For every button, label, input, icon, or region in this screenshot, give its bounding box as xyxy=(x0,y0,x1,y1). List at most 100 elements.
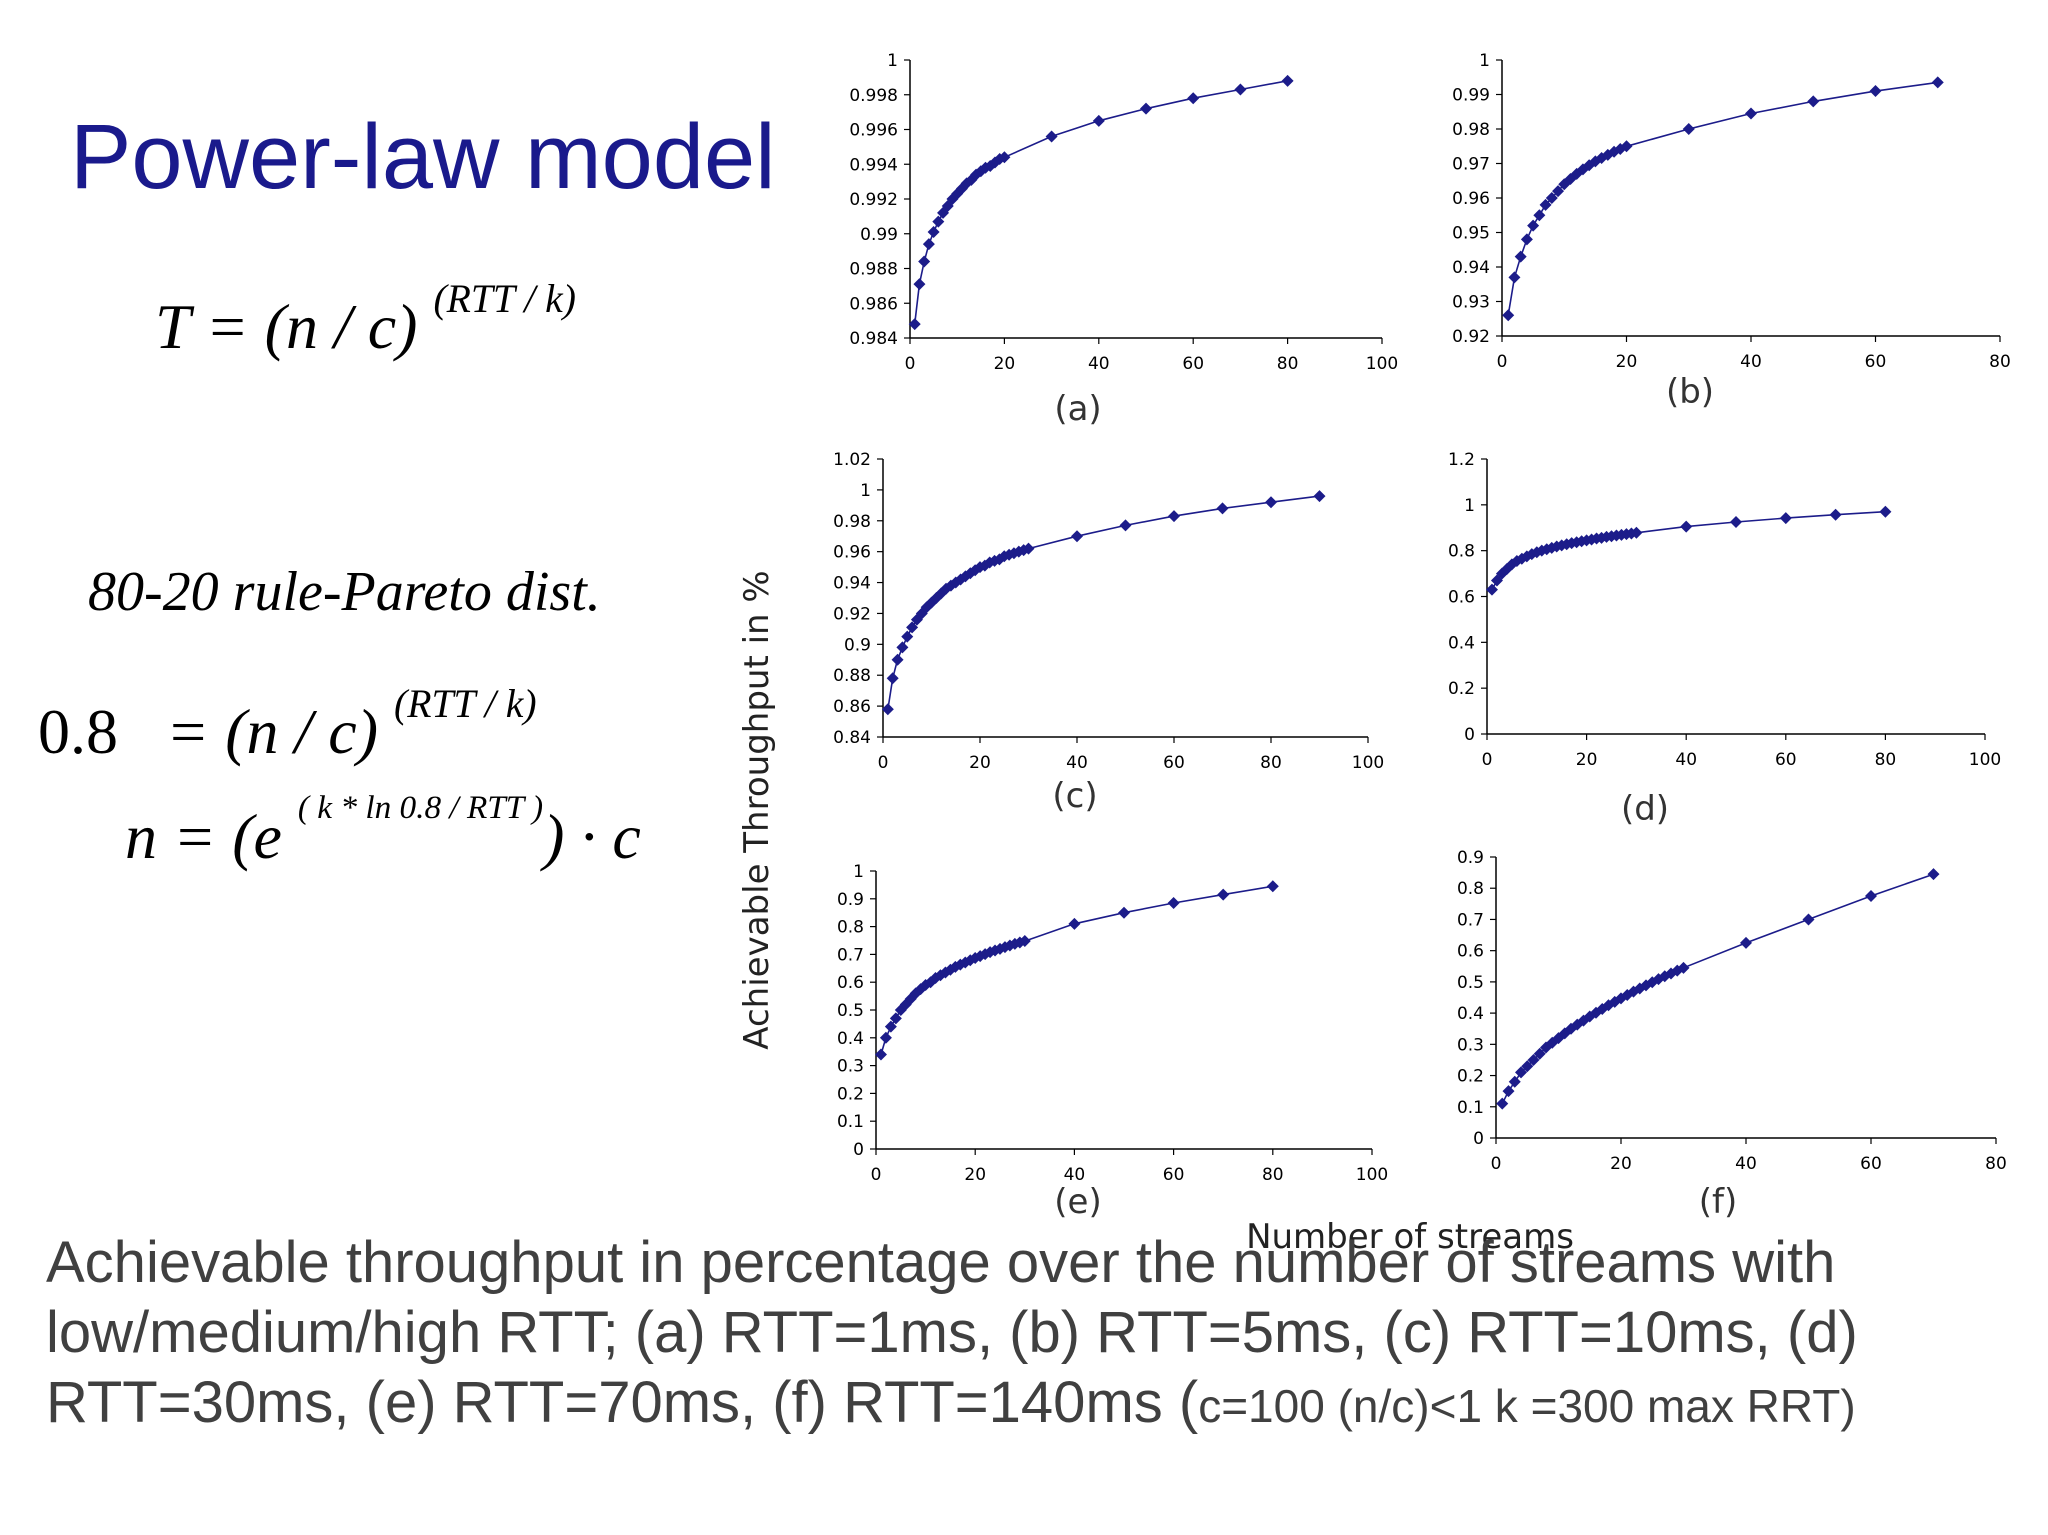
y-tick-label: 0.95 xyxy=(1452,224,1490,244)
eq1-lhs: T = (n / c) xyxy=(155,291,434,362)
data-point xyxy=(1620,140,1633,153)
x-tick-label: 60 xyxy=(1163,753,1185,773)
y-tick-label: 0.986 xyxy=(849,294,898,314)
data-point xyxy=(1807,95,1820,108)
y-tick-label: 0 xyxy=(1473,1129,1484,1149)
data-point xyxy=(1545,192,1558,204)
x-tick-label: 20 xyxy=(964,1165,986,1185)
data-point xyxy=(1313,490,1326,503)
data-point xyxy=(1502,309,1515,322)
caption-parameters: c=100 (n/c)<1 k =300 max RRT) xyxy=(1198,1380,1856,1432)
eq3-lhs: n = (e xyxy=(125,801,298,872)
slide-title: Power-law model xyxy=(70,106,776,208)
eq2-lhs: 0.8 xyxy=(38,696,118,767)
panel-label: (e) xyxy=(1054,1182,1101,1222)
eq2-exponent: (RTT / k) xyxy=(394,682,537,727)
y-tick-label: 0.8 xyxy=(1457,879,1484,899)
eq2-rhs: = (n / c) xyxy=(166,696,394,767)
data-point xyxy=(1515,1066,1527,1079)
x-tick-label: 100 xyxy=(1356,1165,1388,1185)
data-point xyxy=(1140,102,1152,115)
data-point xyxy=(1265,496,1277,509)
y-tick-label: 0.98 xyxy=(1452,120,1490,140)
series-line xyxy=(887,495,1320,710)
chart-panel-b: 0.92 0.93 0.94 0.95 0.96 0.97 0.98 0.99 1 0 20 40 60… xyxy=(1452,51,2011,412)
data-point xyxy=(1508,1075,1521,1088)
y-tick-label: 1.2 xyxy=(1448,450,1475,470)
equation-throughput: T = (n / c) (RTT / k) xyxy=(155,277,576,364)
data-point xyxy=(891,653,904,666)
data-point xyxy=(913,278,926,291)
data-point xyxy=(1485,583,1498,596)
data-point xyxy=(908,318,921,331)
x-tick-label: 80 xyxy=(1875,750,1897,770)
y-tick-label: 0.994 xyxy=(849,155,898,175)
panel-label: (f) xyxy=(1699,1182,1738,1222)
x-tick-label: 80 xyxy=(1277,354,1299,374)
y-tick-label: 0.992 xyxy=(849,190,898,210)
x-tick-label: 20 xyxy=(969,753,991,773)
equation-pareto: 0.8 = (n / c) (RTT / k) xyxy=(38,682,537,769)
eq3-rhs: ) · c xyxy=(543,801,641,872)
x-tick-label: 80 xyxy=(1260,753,1282,773)
y-tick-label: 0.99 xyxy=(860,225,898,245)
data-point xyxy=(906,621,919,634)
data-point xyxy=(1022,542,1035,555)
y-tick-label: 0.2 xyxy=(1457,1067,1484,1087)
y-tick-label: 0.998 xyxy=(849,86,898,106)
y-tick-label: 0.984 xyxy=(849,329,898,349)
y-tick-label: 0.2 xyxy=(837,1084,864,1104)
y-tick-label: 1 xyxy=(853,862,864,882)
data-point xyxy=(1745,107,1757,120)
data-point xyxy=(1496,1097,1509,1110)
data-point xyxy=(1216,502,1229,515)
y-tick-label: 0.6 xyxy=(837,973,864,993)
data-point xyxy=(1527,219,1540,232)
x-tick-label: 80 xyxy=(1985,1154,2007,1174)
eq3-exponent: ( k * ln 0.8 / RTT ) xyxy=(297,789,544,827)
x-tick-label: 40 xyxy=(1740,352,1762,372)
data-point xyxy=(1281,74,1294,87)
data-point xyxy=(918,255,931,268)
data-point xyxy=(1119,519,1132,532)
data-point xyxy=(1552,185,1565,198)
x-tick-label: 0 xyxy=(878,753,889,773)
data-point xyxy=(1677,961,1690,974)
eq1-exponent: (RTT / k) xyxy=(433,277,576,322)
data-point xyxy=(901,630,914,643)
y-tick-label: 0.92 xyxy=(1452,327,1490,347)
y-tick-label: 0.97 xyxy=(1452,155,1490,175)
y-tick-label: 0.5 xyxy=(837,1001,864,1021)
y-tick-label: 1 xyxy=(1464,496,1475,516)
x-tick-label: 60 xyxy=(1182,354,1204,374)
data-point xyxy=(1680,520,1693,533)
pareto-rule-text: 80-20 rule-Pareto dist. xyxy=(88,561,601,623)
y-tick-label: 0 xyxy=(853,1140,864,1160)
x-tick-label: 40 xyxy=(1735,1154,1757,1174)
data-point xyxy=(1508,271,1521,284)
data-point xyxy=(1234,83,1247,96)
data-point xyxy=(1187,92,1200,105)
y-tick-label: 0.93 xyxy=(1452,293,1490,313)
data-point xyxy=(1927,868,1940,881)
data-point xyxy=(1527,1053,1540,1066)
x-tick-label: 0 xyxy=(871,1165,882,1185)
series-line xyxy=(1507,81,1938,316)
data-point xyxy=(1829,508,1842,521)
y-tick-label: 0.8 xyxy=(1448,542,1475,562)
x-tick-label: 80 xyxy=(1262,1165,1284,1185)
chart-panel-d: 0 0.2 0.4 0.6 0.8 1 1.2 0 20 40 60 80 100 (d) xyxy=(1448,450,2001,829)
panel-label: (a) xyxy=(1054,389,1101,429)
chart-panel-f: 0 0.1 0.2 0.3 0.4 0.5 0.6 0.7 0.8 0.9 0 20 40 60 80 (f) xyxy=(1457,848,2007,1222)
y-tick-label: 0.84 xyxy=(833,728,871,748)
data-point xyxy=(881,703,894,716)
y-tick-label: 0.996 xyxy=(849,121,898,141)
data-point xyxy=(1565,1022,1577,1035)
panel-label: (c) xyxy=(1052,776,1097,816)
y-tick-label: 0.5 xyxy=(1457,973,1484,993)
y-tick-label: 0.3 xyxy=(837,1057,864,1077)
y-tick-label: 0.98 xyxy=(833,512,871,532)
y-tick-label: 0.3 xyxy=(1457,1035,1484,1055)
x-tick-label: 20 xyxy=(1576,750,1598,770)
data-point xyxy=(1071,530,1083,543)
